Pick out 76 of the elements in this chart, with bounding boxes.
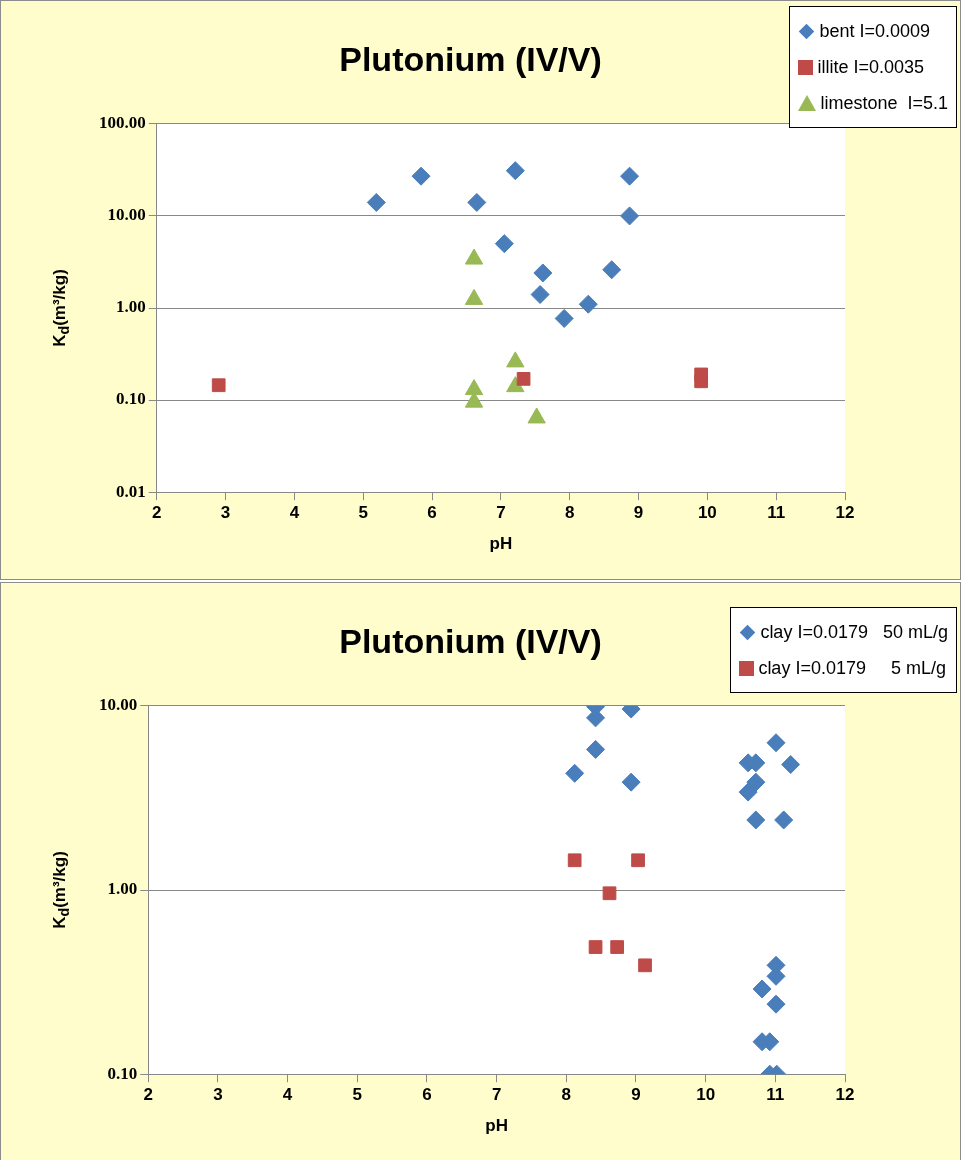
point — [411, 166, 431, 186]
x-tick-label: 8 — [561, 1085, 572, 1105]
chart-title: Plutonium (IV/V) — [339, 39, 602, 78]
point — [565, 763, 585, 783]
x-tick-label: 9 — [633, 503, 644, 523]
y-tick-label: 0.10 — [107, 1063, 138, 1083]
x-tick-label: 3 — [213, 1085, 223, 1105]
y-tick-label: 1.00 — [116, 297, 146, 317]
x-tick-label: 4 — [289, 503, 300, 523]
point — [533, 263, 553, 283]
x-tick-label: 2 — [152, 503, 162, 523]
point — [766, 733, 786, 753]
x-axis-title: pH — [489, 534, 513, 554]
point — [766, 994, 786, 1014]
point — [578, 294, 598, 314]
x-tick-label: 11 — [766, 1085, 785, 1105]
point — [752, 979, 772, 999]
point — [746, 772, 766, 792]
x-tick-label: 10 — [696, 1085, 716, 1105]
y-tick-label: 1.00 — [107, 879, 138, 899]
point — [746, 810, 766, 830]
point — [638, 958, 652, 973]
y-tick-label: 10.00 — [107, 205, 146, 225]
point — [530, 285, 550, 305]
point — [366, 192, 386, 212]
point — [781, 755, 801, 775]
legend-label: limestone I=5.1 — [820, 92, 948, 115]
point — [506, 376, 525, 393]
x-tick-label: 12 — [835, 1085, 855, 1105]
point — [694, 367, 709, 382]
point — [620, 166, 640, 186]
point — [506, 351, 525, 368]
x-tick-label: 4 — [282, 1085, 293, 1105]
point — [567, 853, 582, 868]
x-tick-label: 7 — [496, 503, 506, 523]
point — [774, 810, 794, 830]
x-tick-label: 8 — [564, 503, 575, 523]
point — [467, 192, 487, 212]
legend-label: clay I=0.0179 5 mL/g — [758, 657, 946, 680]
x-tick-label: 5 — [358, 503, 368, 523]
point — [516, 372, 531, 386]
legend-label: illite I=0.0035 — [817, 56, 924, 79]
x-axis-title: pH — [485, 1116, 508, 1136]
point — [610, 940, 625, 954]
point — [464, 379, 484, 396]
point — [527, 407, 546, 424]
point — [738, 782, 758, 802]
x-tick-label: 12 — [835, 503, 855, 523]
point — [464, 391, 484, 408]
y-tick-label: 0.01 — [116, 481, 146, 501]
x-tick-label: 10 — [697, 503, 717, 523]
x-tick-label: 2 — [143, 1085, 153, 1105]
y-tick-label: 10.00 — [99, 695, 138, 715]
point — [211, 378, 226, 393]
point — [621, 772, 641, 792]
y-tick-label: 100.00 — [99, 113, 146, 133]
legend-label: clay I=0.0179 50 mL/g — [760, 621, 948, 644]
point — [588, 940, 603, 954]
x-tick-label: 11 — [767, 503, 786, 523]
point — [602, 260, 622, 280]
point — [586, 739, 606, 759]
point — [631, 853, 645, 868]
x-tick-label: 6 — [427, 503, 437, 523]
point — [494, 234, 514, 254]
x-tick-label: 7 — [491, 1085, 502, 1105]
y-tick-label: 0.10 — [116, 389, 146, 409]
legend-label: bent I=0.0009 — [819, 20, 931, 43]
point — [602, 886, 617, 901]
point — [505, 161, 525, 181]
point — [554, 308, 574, 328]
x-tick-label: 6 — [422, 1085, 432, 1105]
chart-title: Plutonium (IV/V) — [339, 621, 602, 660]
x-tick-label: 3 — [220, 503, 231, 523]
point — [620, 206, 640, 226]
x-tick-label: 9 — [631, 1085, 641, 1105]
x-tick-label: 5 — [352, 1085, 363, 1105]
